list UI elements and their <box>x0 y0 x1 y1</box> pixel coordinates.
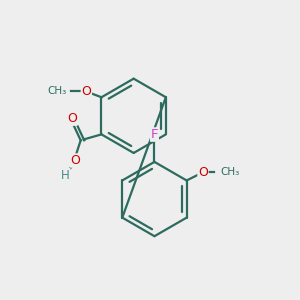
Text: O: O <box>198 166 208 179</box>
Text: CH₃: CH₃ <box>220 167 239 177</box>
Text: H: H <box>61 169 70 182</box>
Text: O: O <box>71 154 81 167</box>
Text: CH₃: CH₃ <box>47 86 67 96</box>
Text: O: O <box>67 112 77 125</box>
Text: F: F <box>151 128 158 141</box>
Text: O: O <box>81 85 91 98</box>
